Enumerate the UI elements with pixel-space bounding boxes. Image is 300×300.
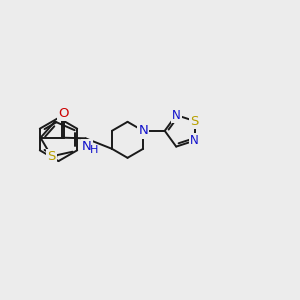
Text: O: O	[59, 106, 69, 120]
Text: S: S	[190, 115, 199, 128]
Text: N: N	[172, 109, 181, 122]
Text: N: N	[82, 140, 92, 153]
Text: N: N	[190, 134, 199, 147]
Text: N: N	[138, 124, 148, 137]
Text: S: S	[47, 150, 56, 163]
Text: H: H	[89, 145, 98, 155]
